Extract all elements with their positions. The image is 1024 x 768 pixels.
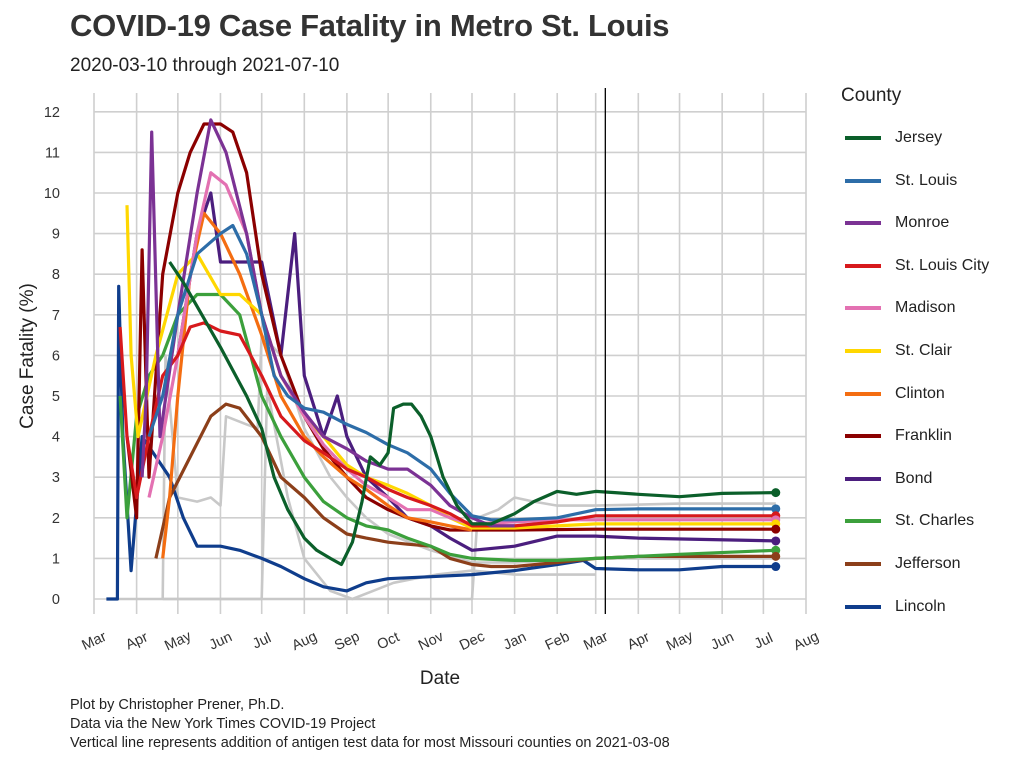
- end-point-bond: [771, 536, 781, 546]
- caption-note: Vertical line represents addition of ant…: [70, 735, 670, 751]
- x-tick-label: Feb: [543, 629, 572, 654]
- legend-swatch: [845, 604, 881, 609]
- y-axis-label: Case Fatality (%): [17, 283, 38, 429]
- y-tick-label: 3: [52, 470, 60, 486]
- x-tick-label: Sep: [332, 629, 362, 654]
- legend-swatch: [845, 221, 881, 226]
- y-tick-label: 5: [52, 389, 60, 405]
- legend-label: Lincoln: [895, 597, 946, 615]
- legend-item: Madison: [845, 298, 1020, 318]
- legend-swatch: [845, 519, 881, 524]
- legend-item: Monroe: [845, 213, 1020, 233]
- x-tick-label: May: [664, 628, 696, 654]
- legend-swatch: [845, 263, 881, 268]
- legend-label: Clinton: [895, 384, 945, 402]
- legend-label: Madison: [895, 299, 956, 317]
- x-tick-label: Mar: [581, 629, 611, 654]
- series-lines: [106, 118, 776, 601]
- caption-author: Plot by Christopher Prener, Ph.D.: [70, 697, 285, 713]
- y-tick-label: 9: [52, 227, 60, 243]
- legend-swatch: [845, 136, 881, 140]
- series-line-jersey: [168, 261, 776, 567]
- legend-item: Franklin: [845, 426, 1020, 446]
- end-point-jersey: [771, 488, 781, 498]
- chart-title: COVID-19 Case Fatality in Metro St. Loui…: [70, 8, 670, 43]
- y-tick-label: 8: [52, 267, 60, 283]
- legend-label: Bond: [895, 469, 933, 487]
- legend-item: St. Louis City: [845, 256, 1020, 276]
- legend-item: Clinton: [845, 384, 1020, 404]
- caption-source: Data via the New York Times COVID-19 Pro…: [70, 716, 376, 732]
- series-end-points: [771, 488, 781, 572]
- series-line-bond: [176, 191, 776, 552]
- legend-item: Jefferson: [845, 554, 1020, 574]
- legend-swatch: [845, 306, 881, 311]
- legend-item: St. Clair: [845, 341, 1020, 361]
- x-tick-label: Apr: [123, 629, 150, 653]
- legend-swatch: [845, 562, 881, 566]
- legend-label: Jefferson: [895, 555, 961, 572]
- series-line-jefferson: [154, 402, 776, 569]
- legend-title: County: [841, 85, 902, 106]
- x-tick-label: Jan: [501, 629, 529, 653]
- legend-item: St. Charles: [845, 511, 1020, 531]
- x-tick-label: Aug: [791, 629, 821, 654]
- x-tick-label: Mar: [80, 629, 110, 654]
- legend-item: Jersey: [845, 128, 1020, 148]
- legend-swatch: [845, 349, 881, 353]
- x-axis-ticks: Mar Apr May Jun Jul Aug Sep Oct Nov Dec Jan Feb Mar A…: [80, 628, 822, 654]
- x-tick-label: Dec: [457, 629, 487, 654]
- legend-label: St. Charles: [895, 512, 975, 530]
- y-tick-label: 11: [45, 145, 60, 161]
- y-tick-label: 2: [52, 511, 60, 527]
- legend-label: St. Louis City: [895, 256, 990, 274]
- legend-item: Bond: [845, 469, 1020, 489]
- legend-label: Monroe: [895, 214, 950, 232]
- x-tick-label: Nov: [416, 628, 447, 654]
- legend-swatch: [845, 434, 881, 439]
- series-line-st-louis: [147, 223, 776, 522]
- y-tick-label: 7: [52, 308, 60, 324]
- series-line-st-charles: [118, 292, 776, 562]
- y-tick-label: 10: [44, 186, 60, 202]
- legend-item: Lincoln: [845, 597, 1020, 617]
- x-tick-label: Jul: [250, 630, 274, 652]
- y-tick-label: 1: [52, 551, 60, 567]
- end-point-jefferson: [771, 551, 781, 561]
- legend-swatch: [845, 178, 881, 183]
- chart-subtitle: 2020-03-10 through 2021-07-10: [70, 55, 340, 76]
- series-line-monroe: [140, 118, 515, 528]
- background-series-line: [162, 386, 596, 601]
- series-line-clinton: [161, 211, 473, 559]
- end-point-franklin: [771, 524, 781, 534]
- x-tick-label: Aug: [290, 629, 320, 654]
- legend-swatch: [845, 476, 881, 481]
- legend-label: St. Clair: [895, 342, 952, 359]
- x-tick-label: May: [162, 628, 194, 654]
- legend-item: St. Louis: [845, 171, 1020, 191]
- legend-label: Jersey: [895, 129, 943, 146]
- x-tick-label: Jul: [752, 630, 776, 652]
- x-axis-label: Date: [420, 668, 460, 689]
- end-point-st-louis: [771, 504, 781, 514]
- x-tick-label: Apr: [625, 629, 652, 653]
- y-tick-label: 12: [44, 105, 60, 121]
- series-line-st-clair: [125, 205, 776, 530]
- y-tick-label: 4: [52, 430, 60, 446]
- legend-swatch: [845, 391, 881, 396]
- legend-label: Franklin: [895, 427, 952, 445]
- y-tick-label: 0: [52, 592, 60, 608]
- x-tick-label: Jun: [708, 629, 736, 653]
- legend-label: St. Louis: [895, 171, 958, 189]
- y-tick-label: 6: [52, 348, 60, 364]
- x-tick-label: Jun: [207, 629, 235, 653]
- x-tick-label: Oct: [375, 629, 402, 653]
- series-line-franklin: [125, 122, 776, 532]
- end-point-lincoln: [771, 562, 781, 572]
